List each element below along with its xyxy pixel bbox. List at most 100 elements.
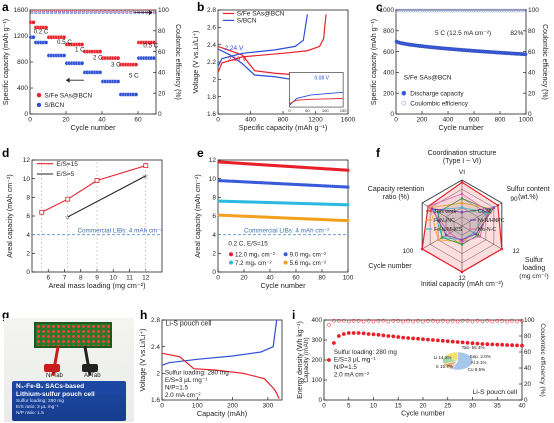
radar-point (460, 181, 464, 184)
capacity-point (371, 332, 376, 337)
y-tick-label: 8 (26, 195, 30, 202)
y-tick-label: 4 (212, 232, 216, 239)
ce-point (514, 8, 518, 13)
panel-label-g: g (2, 308, 10, 322)
capacity-point (431, 338, 435, 342)
radar-point (420, 247, 424, 251)
y2-axis-label: Coulombic efficiency (%) (174, 24, 181, 100)
series-line-1 (67, 175, 147, 218)
data-point-s-bcn (79, 61, 85, 66)
legend-label: S/Fe SAs@BCN (44, 92, 92, 99)
legend-label: 9.0 mgₛ cm⁻² (290, 251, 327, 258)
ce-point (500, 8, 504, 13)
x-tick-label: 7 (63, 275, 67, 282)
y2-tick-label: 20 (158, 90, 166, 97)
rate-label: 0.5 C (143, 43, 158, 50)
led-panel (34, 322, 112, 348)
capacity-point (500, 342, 505, 347)
ce-point (61, 11, 66, 15)
radar-point (440, 236, 444, 239)
y-axis-label: Areal capacity (mAh cm⁻²) (194, 174, 202, 257)
pouch-note-2: N/P=1.5 (334, 364, 357, 371)
capacity-point (485, 342, 490, 347)
data-point-2 (346, 203, 350, 207)
y-axis-label: Areal capacity (mAh cm⁻²) (6, 174, 14, 257)
ce-point (411, 8, 415, 13)
ce-point (401, 8, 406, 13)
ce-point (465, 8, 469, 13)
axis-label-top: Coordination structure (428, 150, 497, 157)
x-tick-label: 15 (395, 402, 403, 409)
ce-point (455, 319, 460, 324)
y-tick-label: 0 (26, 269, 30, 276)
ce-point (42, 9, 46, 13)
ce-point (470, 319, 475, 324)
legend-marker (36, 92, 42, 98)
ce-point (109, 9, 113, 13)
x-tick-label: 10 (110, 275, 118, 282)
ce-point (34, 9, 38, 13)
rate-label: 1 C (75, 47, 85, 54)
capacity-point (336, 334, 341, 338)
ce-point (509, 8, 514, 13)
y3-axis-label: Capacity (mAh) (303, 337, 310, 382)
pouch-title-1: N₄-Fe-B₁ SACs-based (16, 383, 85, 390)
tick-vi: VI (459, 169, 465, 176)
retention-text: 82% (510, 30, 523, 37)
rate-label: 0.5 C (57, 39, 72, 46)
axis-label-br-3: (mg cm⁻²) (519, 273, 548, 280)
y2-tick-label: 0 (524, 397, 528, 404)
x-axis-label: Cycle number (401, 410, 445, 418)
y-tick-label: 300 (311, 337, 322, 344)
inset-note: 0.08 V (315, 75, 330, 81)
ce-point (386, 319, 391, 324)
radar-point (474, 232, 478, 236)
ce-point (54, 9, 58, 13)
ce-point (475, 318, 480, 323)
y-tick-label: 400 (383, 70, 394, 77)
ce-point (420, 8, 425, 13)
x-tick-label: 40 (266, 275, 274, 282)
ce-point (406, 8, 411, 13)
ce-point (426, 318, 430, 323)
x-axis-label: Cycle number (438, 123, 484, 132)
capacity-point (396, 335, 401, 339)
y-axis-label: Specific capacity (mAh g⁻¹) (2, 19, 10, 105)
radar-point (496, 204, 500, 207)
y-axis-label: Energy density (Wh kg⁻¹) (297, 321, 304, 399)
radar-point (460, 240, 464, 244)
al-tab-label: Al Tab (84, 373, 101, 379)
capacity-point (351, 331, 356, 335)
data-point-s-bcn (97, 70, 103, 75)
ce-point (502, 8, 507, 13)
capacity-point (480, 342, 485, 346)
chart-e-areal-cycling: 0 20 40 60 80 100 0 2 4 6 8 10 12 Cycle number Areal c… (194, 157, 354, 290)
y-tick-label: 200 (383, 90, 394, 97)
ce-point (453, 8, 458, 13)
y-tick-label: 2 (212, 77, 216, 84)
panel-label-f: f (376, 146, 380, 160)
ce-point (450, 8, 455, 13)
ce-point (101, 9, 105, 13)
x-tick-label: 400 (443, 117, 454, 124)
ce-point (472, 8, 476, 13)
capacity-point (406, 336, 411, 340)
clip-left (44, 364, 60, 372)
ce-point (34, 11, 38, 15)
panel-label-e: e (197, 146, 204, 160)
inset-x-tick: 100 (322, 108, 329, 113)
data-point-s-fe-sas (97, 49, 103, 54)
radar-point (486, 209, 490, 213)
ce-point (429, 8, 434, 13)
data-point-s-bcn (115, 79, 121, 84)
y2-tick-label: 100 (158, 7, 169, 14)
capacity-point (523, 52, 528, 57)
radar-point (500, 247, 504, 251)
radar-point (436, 238, 440, 242)
radar-point (460, 243, 464, 246)
ce-point (341, 318, 346, 323)
ce-point (30, 9, 34, 13)
axis-label-bl: Cycle number (368, 263, 412, 270)
ce-point (81, 11, 85, 15)
